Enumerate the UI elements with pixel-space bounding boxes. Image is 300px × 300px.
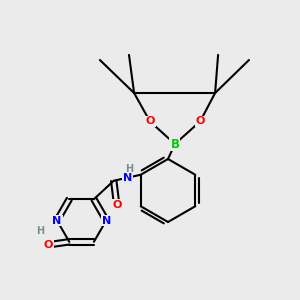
Text: H: H bbox=[125, 164, 133, 174]
Text: N: N bbox=[123, 173, 132, 183]
Text: N: N bbox=[52, 215, 62, 226]
Text: H: H bbox=[36, 226, 45, 236]
Text: O: O bbox=[145, 116, 155, 127]
Text: N: N bbox=[102, 215, 111, 226]
Text: B: B bbox=[170, 137, 179, 151]
Text: O: O bbox=[44, 240, 53, 250]
Text: O: O bbox=[195, 116, 205, 127]
Text: O: O bbox=[112, 200, 122, 210]
